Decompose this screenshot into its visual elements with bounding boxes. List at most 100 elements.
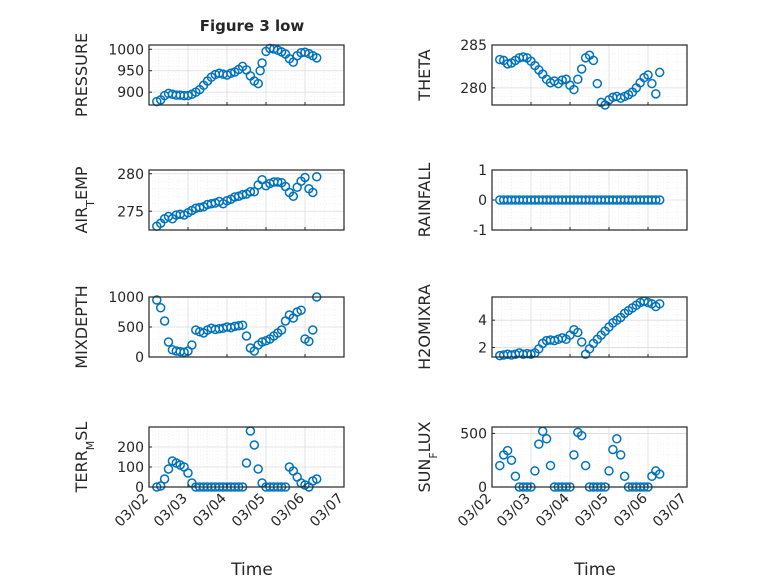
data-point xyxy=(651,89,661,99)
y-tick-label: 0 xyxy=(478,193,487,209)
data-point xyxy=(573,327,583,338)
y-tick-label: 100 xyxy=(117,460,144,476)
data-point xyxy=(296,305,306,315)
data-point xyxy=(308,325,318,335)
subplot-theta: 280 285 THETA xyxy=(415,38,688,110)
data-point xyxy=(159,474,170,484)
x-axis-label-right: Time xyxy=(573,560,616,580)
data-point xyxy=(237,320,248,330)
x-tick-label: 03/02 xyxy=(455,491,495,531)
data-point xyxy=(654,195,665,205)
data-point xyxy=(194,202,205,213)
data-point xyxy=(308,187,318,198)
data-point xyxy=(647,78,657,89)
axes-box xyxy=(148,44,345,106)
data-point xyxy=(576,430,587,441)
data-point xyxy=(276,325,287,335)
data-point xyxy=(155,303,166,313)
y-tick-label: 1000 xyxy=(108,42,144,58)
subplot-pressure: 900 950 1000 PRESSURE xyxy=(72,33,345,117)
data-point xyxy=(253,78,263,89)
data-point xyxy=(612,434,622,444)
x-tick-label: 03/05 xyxy=(229,491,269,531)
data-point xyxy=(506,455,517,465)
data-point xyxy=(495,54,505,65)
data-point xyxy=(311,474,322,484)
subplot-terr-msl: 03/02 03/03 03/04 03/05 03/06 03/07 0 100 200 TER… xyxy=(72,422,347,531)
x-tick-label: 03/07 xyxy=(307,491,347,531)
data-point xyxy=(245,426,256,436)
axes-box xyxy=(148,426,345,488)
data-point xyxy=(537,426,548,437)
data-point xyxy=(654,469,665,479)
data-point xyxy=(163,337,174,347)
data-point xyxy=(249,440,260,450)
x-tick-label: 03/05 xyxy=(572,491,612,531)
x-tick-label: 03/02 xyxy=(112,491,152,531)
y-tick-label: 950 xyxy=(117,64,144,80)
y-axis-label: RAINFALL xyxy=(415,163,434,238)
data-point xyxy=(187,340,197,350)
data-point xyxy=(541,434,552,444)
data-point xyxy=(608,444,618,455)
x-tick-label: 03/03 xyxy=(494,491,534,531)
data-point xyxy=(179,347,189,357)
data-point xyxy=(311,53,322,63)
data-point xyxy=(159,316,170,326)
x-tick-label: 03/06 xyxy=(611,490,651,530)
y-tick-label: 275 xyxy=(117,204,144,220)
y-axis-label: THETA xyxy=(415,49,434,101)
y-tick-label: -1 xyxy=(473,223,487,239)
subplot-sun-flux: 03/02 03/03 03/04 03/05 03/06 03/07 0 500 SUNFLU… xyxy=(415,421,690,530)
data-point xyxy=(245,187,256,197)
x-axis-label-left: Time xyxy=(230,560,273,580)
y-tick-label: 0 xyxy=(135,480,144,496)
y-tick-label: 285 xyxy=(460,38,487,54)
x-tick-label: 03/04 xyxy=(533,490,573,530)
data-point xyxy=(249,187,260,197)
data-point xyxy=(300,47,310,58)
data-point xyxy=(183,90,193,101)
y-tick-label: 4 xyxy=(478,313,487,329)
data-point xyxy=(534,439,544,449)
data-point xyxy=(545,460,556,471)
data-point xyxy=(300,172,310,183)
figure-title: Figure 3 low xyxy=(200,17,305,35)
data-point xyxy=(241,458,252,468)
data-point xyxy=(510,471,521,482)
y-tick-label: 200 xyxy=(117,440,144,456)
data-point xyxy=(233,321,244,331)
y-axis-label: PRESSURE xyxy=(72,33,91,117)
data-point xyxy=(152,295,162,305)
data-point xyxy=(576,337,587,347)
y-axis-label: H2OMIXRA xyxy=(415,284,434,370)
data-point xyxy=(288,191,299,201)
data-point xyxy=(241,331,252,341)
y-tick-label: 0 xyxy=(478,480,487,496)
data-point xyxy=(304,336,314,347)
y-tick-label: 500 xyxy=(117,320,144,336)
y-axis-label: SUNFLUX xyxy=(415,421,440,492)
data-point xyxy=(576,64,587,74)
data-point xyxy=(569,84,579,95)
subplot-rainfall: -1 0 1 RAINFALL xyxy=(415,163,688,239)
y-tick-label: 280 xyxy=(117,167,144,183)
axes-box xyxy=(491,426,688,488)
data-point xyxy=(580,460,591,471)
y-axis-label: AIRTEMP xyxy=(72,166,97,233)
data-point xyxy=(257,58,267,68)
subplot-air-temp: 275 280 AIRTEMP xyxy=(72,166,345,234)
data-point xyxy=(619,471,630,482)
x-tick-label: 03/07 xyxy=(650,491,690,531)
data-point xyxy=(569,450,579,460)
data-point xyxy=(530,466,540,476)
data-point xyxy=(604,466,614,476)
data-point xyxy=(615,450,626,460)
y-tick-label: 280 xyxy=(460,81,487,97)
y-axis-label: TERRMSL xyxy=(72,422,97,494)
data-point xyxy=(651,195,661,205)
data-point xyxy=(495,460,505,471)
data-point xyxy=(573,74,583,85)
